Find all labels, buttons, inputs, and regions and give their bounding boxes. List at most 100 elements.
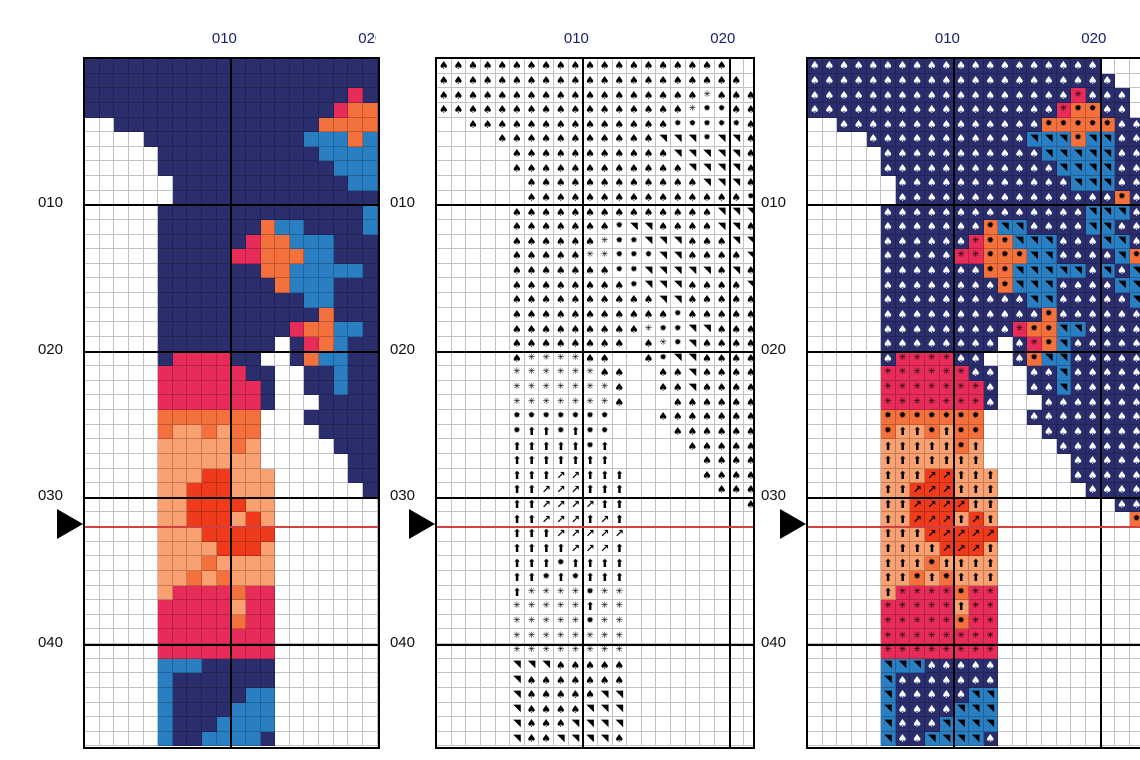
grid-cell[interactable]: [466, 146, 481, 162]
grid-cell[interactable]: [685, 527, 701, 542]
grid-cell[interactable]: ✹: [983, 263, 999, 279]
grid-cell[interactable]: [437, 541, 452, 557]
grid-cell[interactable]: [641, 585, 657, 601]
grid-cell[interactable]: ♠: [939, 205, 955, 220]
grid-cell[interactable]: [866, 234, 882, 250]
grid-cell[interactable]: [437, 702, 452, 718]
grid-cell[interactable]: ♠: [1027, 73, 1042, 89]
grid-cell[interactable]: ♠: [671, 424, 686, 440]
grid-cell[interactable]: ✹: [925, 410, 940, 425]
grid-cell[interactable]: [822, 439, 838, 454]
grid-cell[interactable]: [348, 585, 363, 601]
grid-cell[interactable]: ♠: [729, 366, 745, 381]
grid-cell[interactable]: [1100, 541, 1116, 557]
grid-cell[interactable]: ◥: [1100, 176, 1116, 191]
grid-cell[interactable]: ♠: [925, 88, 940, 103]
grid-cell[interactable]: [627, 351, 642, 367]
grid-cell[interactable]: [348, 541, 363, 557]
grid-cell[interactable]: [158, 600, 173, 615]
grid-cell[interactable]: ♠: [641, 161, 657, 176]
grid-cell[interactable]: ♠: [729, 380, 745, 396]
grid-cell[interactable]: [99, 497, 115, 513]
grid-cell[interactable]: [837, 497, 852, 513]
grid-cell[interactable]: [304, 88, 319, 103]
grid-cell[interactable]: [495, 497, 511, 513]
grid-cell[interactable]: [172, 512, 188, 527]
grid-cell[interactable]: ⬆: [568, 453, 584, 469]
grid-cell[interactable]: [289, 644, 305, 659]
grid-cell[interactable]: [822, 570, 838, 586]
grid-cell[interactable]: [480, 512, 496, 527]
grid-cell[interactable]: [714, 614, 730, 630]
grid-cell[interactable]: [1085, 585, 1101, 601]
grid-cell[interactable]: ♠: [1042, 366, 1057, 381]
grid-cell[interactable]: [333, 629, 349, 644]
grid-cell[interactable]: [85, 73, 100, 89]
grid-cell[interactable]: [304, 161, 319, 176]
grid-cell[interactable]: [822, 512, 838, 527]
grid-cell[interactable]: [128, 468, 144, 484]
grid-cell[interactable]: [729, 687, 745, 703]
grid-cell[interactable]: [275, 161, 290, 176]
grid-cell[interactable]: ♠: [539, 59, 554, 74]
grid-cell[interactable]: [671, 483, 686, 498]
grid-cell[interactable]: ⬆: [881, 497, 896, 513]
grid-cell[interactable]: ✹: [524, 410, 540, 425]
grid-cell[interactable]: [837, 263, 852, 279]
grid-cell[interactable]: [656, 468, 671, 484]
grid-cell[interactable]: ♠: [539, 146, 554, 162]
grid-cell[interactable]: ♠: [612, 176, 628, 191]
grid-cell[interactable]: [451, 161, 467, 176]
grid-cell[interactable]: [260, 205, 276, 220]
grid-cell[interactable]: ♠: [1085, 395, 1101, 410]
grid-cell[interactable]: [377, 161, 378, 176]
grid-cell[interactable]: ⬆: [597, 570, 613, 586]
grid-cell[interactable]: ♠: [1056, 307, 1072, 323]
grid-cell[interactable]: ♠: [1056, 234, 1072, 250]
grid-cell[interactable]: [245, 600, 261, 615]
grid-cell[interactable]: [114, 629, 129, 644]
grid-cell[interactable]: ◥: [1115, 205, 1130, 220]
grid-cell[interactable]: ♠: [729, 410, 745, 425]
grid-cell[interactable]: [837, 644, 852, 659]
grid-cell[interactable]: ♠: [881, 102, 896, 118]
grid-cell[interactable]: [158, 541, 173, 557]
grid-cell[interactable]: [685, 673, 701, 688]
grid-cell[interactable]: [260, 234, 276, 250]
grid-cell[interactable]: ◥: [1056, 263, 1072, 279]
grid-cell[interactable]: ✳: [597, 614, 613, 630]
grid-cell[interactable]: [437, 234, 452, 250]
grid-cell[interactable]: ♠: [1129, 176, 1140, 191]
grid-cell[interactable]: [671, 614, 686, 630]
grid-cell[interactable]: [231, 541, 246, 557]
grid-cell[interactable]: [245, 249, 261, 264]
grid-cell[interactable]: [231, 146, 246, 162]
grid-cell[interactable]: ♠: [1085, 293, 1101, 308]
grid-cell[interactable]: [158, 249, 173, 264]
grid-cell[interactable]: ♠: [627, 293, 642, 308]
grid-cell[interactable]: [216, 687, 232, 703]
grid-cell[interactable]: [866, 658, 882, 674]
grid-cell[interactable]: [641, 600, 657, 615]
grid-cell[interactable]: ✹: [583, 410, 598, 425]
grid-cell[interactable]: [289, 190, 305, 206]
grid-cell[interactable]: [172, 614, 188, 630]
grid-cell[interactable]: [275, 556, 290, 571]
grid-cell[interactable]: [202, 512, 217, 527]
grid-cell[interactable]: ♠: [1085, 439, 1101, 454]
grid-cell[interactable]: [231, 102, 246, 118]
grid-cell[interactable]: [377, 571, 378, 586]
grid-cell[interactable]: [128, 731, 144, 747]
grid-cell[interactable]: [216, 205, 232, 220]
grid-cell[interactable]: [808, 322, 823, 337]
grid-cell[interactable]: [85, 658, 100, 674]
grid-cell[interactable]: ✹: [539, 410, 554, 425]
grid-cell[interactable]: ♠: [1071, 219, 1086, 235]
grid-cell[interactable]: ♠: [968, 263, 984, 279]
grid-cell[interactable]: ✹: [1085, 102, 1101, 118]
grid-cell[interactable]: [304, 717, 319, 732]
grid-cell[interactable]: ◥: [1115, 249, 1130, 264]
grid-cell[interactable]: [466, 687, 481, 703]
grid-cell[interactable]: [837, 176, 852, 191]
grid-cell[interactable]: [480, 219, 496, 235]
